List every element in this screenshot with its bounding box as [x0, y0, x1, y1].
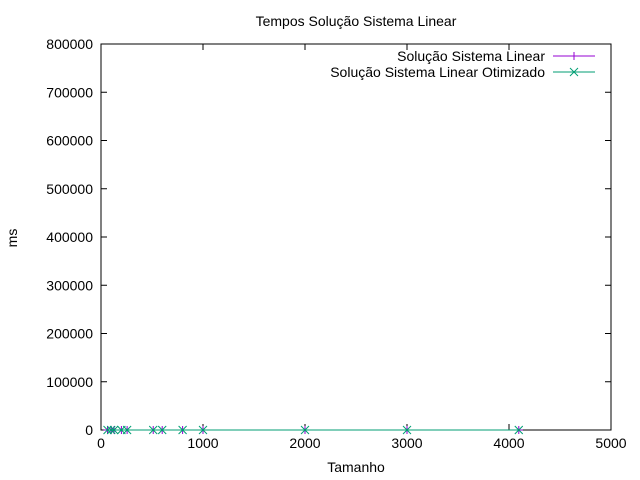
- series-2-point: [157, 425, 167, 435]
- x-axis: 0 1000 2000 3000 4000 5000: [97, 44, 627, 451]
- series-2-point: [148, 425, 158, 435]
- series-layer: [103, 425, 524, 435]
- series-2-point: [514, 425, 524, 435]
- x-tick-label: 2000: [289, 435, 320, 451]
- series-2-point: [103, 425, 112, 435]
- y-tick-label: 0: [85, 422, 93, 438]
- plot-area: [100, 43, 612, 431]
- series-2-point: [178, 425, 187, 435]
- y-axis: 0 100000 200000 300000 400000 500000 600000 700…: [46, 36, 611, 438]
- legend-marker: [570, 52, 578, 60]
- series-2-point: [109, 425, 119, 435]
- x-tick-label: 5000: [595, 435, 626, 451]
- x-tick-label: 1000: [187, 435, 218, 451]
- legend-label: Solução Sistema Linear: [397, 48, 545, 64]
- legend-marker: [569, 67, 579, 77]
- y-axis-label: ms: [4, 229, 20, 248]
- x-axis-label: Tamanho: [327, 459, 385, 475]
- y-tick-label: 600000: [46, 133, 93, 149]
- chart-title: Tempos Solução Sistema Linear: [256, 13, 457, 29]
- series-2-point: [122, 425, 132, 435]
- series-2-point: [402, 425, 412, 435]
- series-2-point: [300, 425, 310, 435]
- y-tick-label: 200000: [46, 326, 93, 342]
- y-tick-label: 800000: [46, 36, 93, 52]
- y-tick-label: 500000: [46, 181, 93, 197]
- y-tick-label: 300000: [46, 277, 93, 293]
- series-2-point: [198, 425, 208, 435]
- y-tick-label: 700000: [46, 84, 93, 100]
- x-tick-label: 4000: [493, 435, 524, 451]
- x-tick-label: 3000: [391, 435, 422, 451]
- series-2-point: [106, 425, 116, 435]
- y-tick-label: 100000: [46, 374, 93, 390]
- y-tick-label: 400000: [46, 229, 93, 245]
- legend-label: Solução Sistema Linear Otimizado: [330, 64, 545, 80]
- x-tick-label: 0: [97, 435, 105, 451]
